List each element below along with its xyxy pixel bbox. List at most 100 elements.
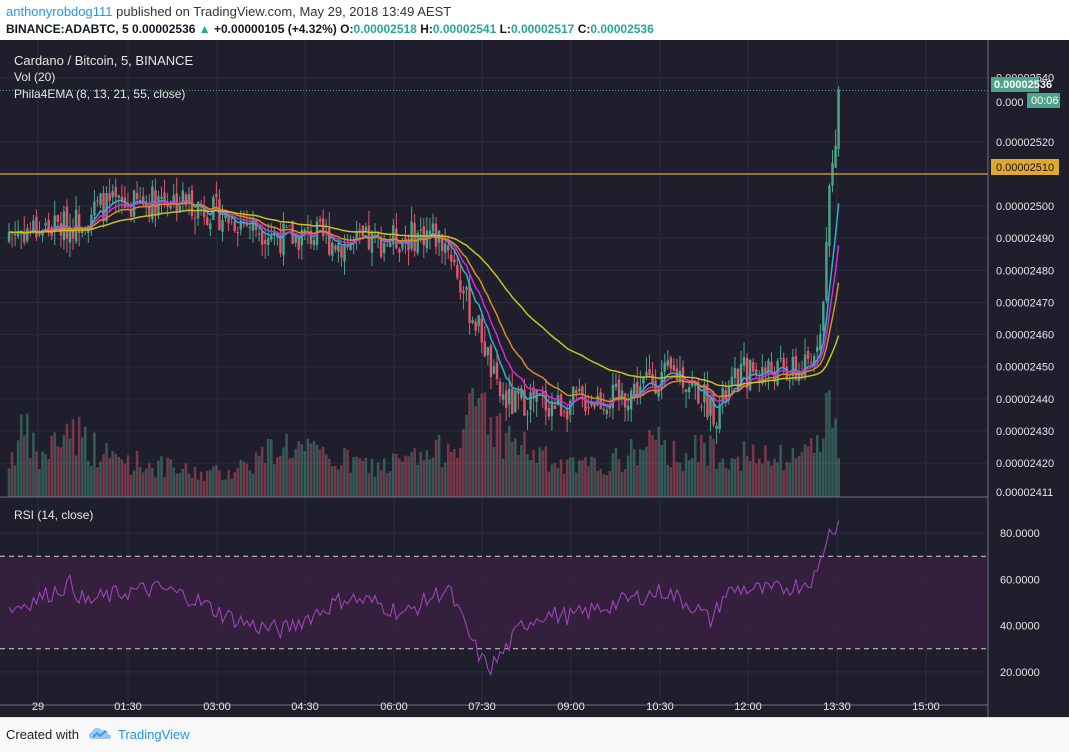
volume-bar [68,438,72,497]
candle-body [291,220,294,244]
volume-bar [209,469,212,497]
candle-body [767,360,770,374]
candle-body [401,240,404,249]
volume-bar [831,427,834,497]
candle-body [47,219,50,230]
rsi-axis[interactable]: 80.0000 60.0000 40.0000 20.0000 [1000,528,1040,679]
candle-body [32,220,35,233]
volume-bar [157,460,160,497]
candle-body [364,227,368,232]
time-tick-label: 13:30 [823,701,851,713]
candle-body [471,320,474,323]
volume-bar [239,459,243,497]
candle-body [184,194,188,206]
candle-body [819,333,822,351]
volume-bar [315,444,319,497]
candle-body [349,243,352,250]
candle-body [547,408,551,417]
volume-bar [562,474,566,497]
candle-body [620,390,624,398]
candle-body [215,193,218,198]
volume-bar [120,459,124,497]
volume-bar [547,471,551,497]
volume-bar [773,458,776,497]
candle-body [26,228,29,241]
candle-body [501,394,505,400]
candle-body [761,367,764,384]
volume-bar [300,443,304,497]
volume-bar [526,454,529,497]
price-chart[interactable]: 0.000025400.000025200.000025000.00002490… [0,40,1069,717]
volume-bar [129,474,133,497]
volume-bar [742,441,746,497]
price-axis[interactable]: 0.000025400.000025200.000025000.00002490… [996,73,1054,499]
candle-body [550,401,554,417]
volume-bar [819,451,822,497]
volume-bar [41,451,44,497]
volume-bar [111,450,114,497]
publish-line: anthonyrobdog111 published on TradingVie… [6,4,451,19]
candle-body [504,390,508,408]
volume-bar [471,387,474,497]
volume-bar [376,462,380,497]
candle-body [465,287,468,290]
volume-bar [501,458,505,497]
candle-body [181,190,185,204]
volume-bar [523,431,526,497]
volume-bar [303,451,307,497]
author-link[interactable]: anthonyrobdog111 [6,4,113,19]
volume-bar [800,452,804,497]
last-price: 0.00002536 [132,22,196,36]
time-tick-label: 15:00 [912,701,940,713]
volume-bar [117,456,121,497]
volume-bar [446,443,450,497]
volume-bar [352,456,355,497]
volume-bar [575,472,578,497]
candle-body [440,234,444,251]
price-tick-label: 0.00002490 [996,233,1054,245]
candle-body [306,227,310,229]
volume-bar [578,460,581,497]
candle-body [157,196,160,216]
time-axis[interactable]: 29 01:30 03:00 04:30 06:00 07:30 09:00 10:30 12:… [32,701,940,713]
volume-bar [141,472,145,497]
candle-body [282,223,285,256]
volume-bar [184,463,188,497]
candle-body [169,205,172,209]
volume-bar [132,470,136,497]
candle-body [514,390,517,413]
price-tick-label: 0.00002440 [996,394,1054,406]
candle-body [138,200,142,202]
open-value: 0.00002518 [353,22,417,36]
candle-body [96,200,99,202]
volume-bar [648,429,651,497]
volume-bar [453,449,456,497]
volume-bar [62,435,66,497]
volume-bar [193,466,197,497]
volume-bar [181,468,185,497]
candle-body [288,225,291,227]
volume-bar [99,461,102,497]
candle-body [428,230,432,235]
volume-bar [584,457,587,497]
candle-body [175,193,178,212]
candle-body [166,204,169,208]
volume-bar [251,473,255,497]
volume-bar [276,457,279,497]
price-tick-label: 0.00002411 [996,487,1053,499]
volume-bar [718,462,721,497]
volume-bar [306,438,310,497]
candle-body [700,406,703,408]
tradingview-link[interactable]: TradingView [118,727,190,742]
chart-area[interactable]: 0.000025400.000025200.000025000.00002490… [0,40,1069,717]
volume-bars [7,387,840,497]
candle-body [529,392,532,410]
volume-bar [690,458,694,497]
price-tick-label: 0.00002430 [996,426,1054,438]
volume-bar [410,452,413,497]
candle-body [404,237,407,242]
volume-bar [608,470,612,497]
volume-bar [706,465,709,497]
candle-body [41,229,44,236]
candle-body [285,226,288,228]
